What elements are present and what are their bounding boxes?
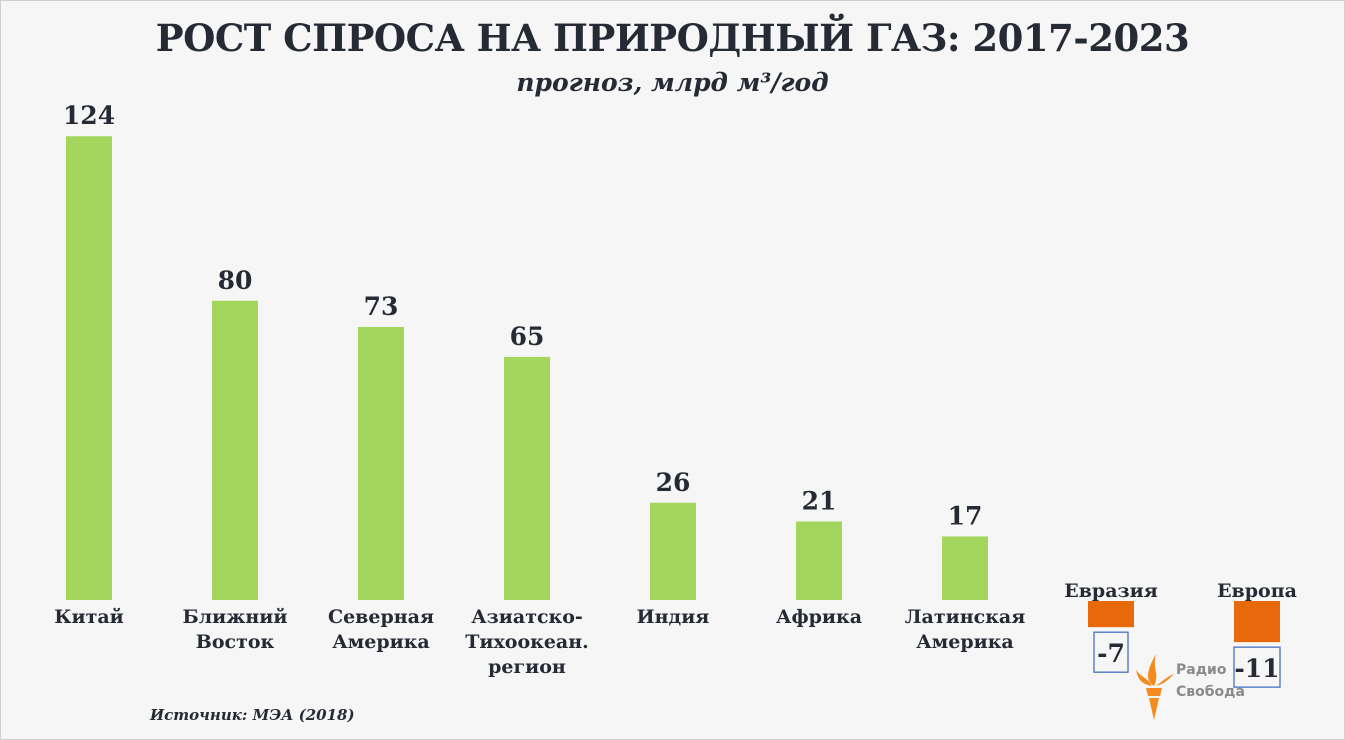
category-label: Америка — [916, 631, 1013, 653]
category-label: Латинская — [905, 606, 1026, 628]
category-label: Ближний — [182, 606, 287, 628]
category-label: Восток — [196, 631, 275, 653]
category-label: Евразия — [1064, 580, 1158, 602]
radio-svoboda-logo: Радио Свобода — [1134, 650, 1245, 720]
torch-icon — [1136, 654, 1174, 720]
value-label-box — [1093, 631, 1129, 673]
logo-line1: Радио — [1176, 662, 1227, 678]
bar — [796, 521, 842, 600]
category-label: Тихоокеан. — [465, 631, 589, 653]
value-label: -11 — [1234, 654, 1279, 683]
bar — [504, 356, 550, 600]
category-label: Индия — [637, 606, 710, 628]
value-label: 17 — [948, 501, 983, 530]
category-label: Северная — [328, 606, 434, 628]
logo-line2: Свобода — [1176, 684, 1245, 700]
value-label: -7 — [1097, 639, 1125, 668]
chart-subtitle: прогноз, млрд м³/год — [516, 68, 829, 97]
category-label: Америка — [332, 631, 429, 653]
chart-title: РОСТ СПРОСА НА ПРИРОДНЫЙ ГАЗ: 2017-2023 — [155, 16, 1190, 60]
source-note: Источник: МЭА (2018) — [150, 706, 355, 724]
category-label: регион — [488, 656, 566, 678]
category-label: Азиатско- — [471, 606, 583, 628]
bar — [212, 300, 258, 600]
bar — [942, 536, 988, 600]
bar — [1234, 601, 1280, 643]
value-label: 21 — [802, 486, 837, 515]
value-label: 73 — [364, 292, 399, 321]
bar — [66, 136, 112, 601]
bar — [1088, 601, 1134, 628]
category-label: Китай — [54, 606, 124, 628]
value-label: 26 — [656, 468, 691, 497]
value-label: 80 — [218, 266, 253, 295]
category-label: Европа — [1217, 580, 1297, 602]
value-label: 65 — [510, 322, 545, 351]
value-label-box — [1233, 646, 1281, 688]
bar — [358, 326, 404, 600]
category-label: Африка — [776, 606, 862, 628]
bar — [650, 502, 696, 600]
value-label: 124 — [63, 101, 115, 130]
